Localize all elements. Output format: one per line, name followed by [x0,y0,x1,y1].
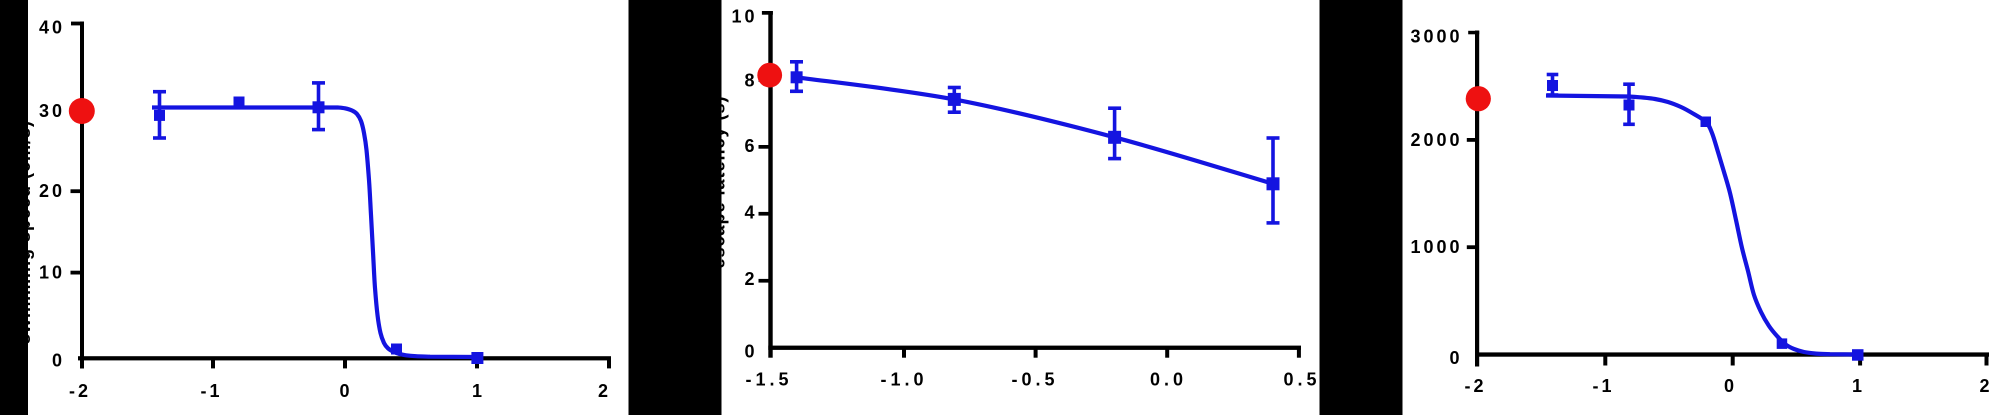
svg-text:-0.5: -0.5 [1011,370,1058,390]
svg-text:4: 4 [744,203,757,223]
svg-text:-1: -1 [200,381,222,401]
svg-text:0: 0 [339,381,352,401]
svg-text:2: 2 [744,269,757,289]
svg-text:2: 2 [1979,376,1992,396]
svg-text:-1.0: -1.0 [880,370,927,390]
svg-text:6: 6 [744,136,757,156]
svg-text:1: 1 [472,381,485,401]
svg-text:30: 30 [39,101,65,121]
svg-text:-1: -1 [1592,376,1614,396]
svg-text:0.5: 0.5 [1283,370,1320,390]
svg-text:0: 0 [52,351,65,371]
svg-text:-2: -2 [1464,376,1486,396]
svg-text:-1.5: -1.5 [745,370,792,390]
svg-text:1: 1 [1852,376,1865,396]
svg-text:2: 2 [598,381,611,401]
svg-text:0: 0 [744,342,757,362]
svg-text:0.0: 0.0 [1150,370,1187,390]
svg-text:0: 0 [1449,348,1462,368]
svg-text:40: 40 [39,18,65,38]
svg-text:8: 8 [744,70,757,90]
svg-text:10: 10 [39,263,65,283]
svg-text:0: 0 [1724,376,1737,396]
svg-text:20: 20 [39,181,65,201]
svg-text:1000: 1000 [1410,237,1462,257]
svg-text:2000: 2000 [1410,130,1462,150]
svg-text:-2: -2 [69,381,91,401]
svg-text:3000: 3000 [1410,27,1462,47]
svg-text:10: 10 [731,7,757,27]
